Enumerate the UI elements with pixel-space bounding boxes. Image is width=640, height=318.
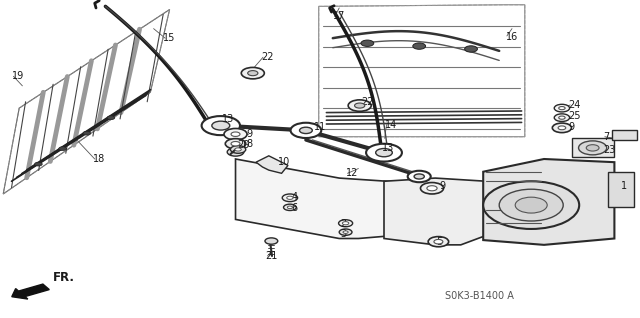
Text: 18: 18 — [93, 154, 105, 164]
Circle shape — [282, 194, 298, 202]
Text: S0K3-B1400 A: S0K3-B1400 A — [445, 291, 514, 301]
Text: 9: 9 — [246, 128, 253, 139]
Circle shape — [287, 196, 293, 199]
Circle shape — [342, 222, 349, 225]
Text: 10: 10 — [278, 157, 291, 167]
Circle shape — [559, 107, 565, 110]
Circle shape — [202, 116, 240, 135]
Text: 5: 5 — [436, 237, 442, 247]
Circle shape — [420, 183, 444, 194]
Circle shape — [558, 126, 566, 130]
Text: 3: 3 — [340, 229, 346, 239]
Text: 9: 9 — [568, 122, 575, 132]
Circle shape — [515, 197, 547, 213]
Circle shape — [287, 206, 292, 209]
Polygon shape — [608, 172, 634, 207]
Circle shape — [427, 186, 437, 191]
Text: 8: 8 — [246, 139, 253, 149]
FancyArrow shape — [12, 284, 49, 299]
Text: 13: 13 — [382, 143, 394, 153]
Text: 22: 22 — [261, 52, 274, 62]
Text: 21: 21 — [266, 251, 278, 261]
Circle shape — [227, 148, 244, 156]
Text: 11: 11 — [314, 122, 326, 132]
Text: 4: 4 — [291, 192, 298, 202]
Circle shape — [291, 123, 321, 138]
Circle shape — [408, 171, 431, 182]
Circle shape — [300, 127, 312, 134]
Circle shape — [414, 174, 424, 179]
Text: 14: 14 — [385, 120, 397, 130]
Circle shape — [499, 189, 563, 221]
Text: 13: 13 — [222, 114, 234, 124]
Circle shape — [212, 121, 230, 130]
Circle shape — [483, 181, 579, 229]
Circle shape — [366, 144, 402, 162]
Circle shape — [413, 43, 426, 49]
Polygon shape — [256, 156, 288, 173]
Circle shape — [107, 116, 115, 120]
Circle shape — [554, 104, 570, 112]
Text: 16: 16 — [506, 31, 518, 42]
Circle shape — [428, 237, 449, 247]
Text: 12: 12 — [346, 168, 358, 178]
Text: 2: 2 — [340, 219, 346, 229]
Text: 22: 22 — [362, 97, 374, 107]
Text: 19: 19 — [12, 71, 24, 81]
Text: FR.: FR. — [52, 271, 74, 284]
Circle shape — [224, 128, 247, 140]
Circle shape — [355, 103, 365, 108]
Circle shape — [348, 100, 371, 111]
Text: 25: 25 — [568, 111, 581, 121]
Circle shape — [241, 67, 264, 79]
Polygon shape — [236, 159, 435, 238]
Circle shape — [586, 145, 599, 151]
Circle shape — [265, 238, 278, 244]
Text: 24: 24 — [568, 100, 580, 110]
Polygon shape — [483, 159, 614, 245]
Circle shape — [59, 147, 67, 150]
Circle shape — [465, 46, 477, 52]
Circle shape — [552, 123, 572, 133]
Circle shape — [248, 71, 258, 76]
Circle shape — [339, 220, 353, 227]
Circle shape — [231, 132, 240, 136]
Text: 17: 17 — [333, 11, 345, 21]
Circle shape — [376, 149, 392, 157]
Text: 20: 20 — [237, 140, 249, 150]
Circle shape — [83, 131, 91, 135]
Text: 9: 9 — [439, 181, 445, 191]
Text: 23: 23 — [603, 145, 615, 156]
Circle shape — [339, 229, 352, 235]
Circle shape — [579, 141, 607, 155]
Circle shape — [343, 231, 348, 233]
Text: 1: 1 — [621, 181, 627, 191]
Circle shape — [559, 116, 565, 119]
Circle shape — [225, 139, 246, 149]
Text: 15: 15 — [163, 33, 175, 43]
Circle shape — [434, 239, 443, 244]
Text: 6: 6 — [291, 203, 298, 213]
Circle shape — [35, 162, 42, 166]
Circle shape — [554, 114, 570, 121]
Circle shape — [231, 142, 240, 146]
Circle shape — [284, 204, 296, 211]
Text: 7: 7 — [603, 132, 609, 142]
Circle shape — [235, 148, 241, 151]
Polygon shape — [384, 178, 486, 245]
Circle shape — [230, 146, 246, 153]
Circle shape — [361, 40, 374, 46]
Polygon shape — [572, 138, 614, 157]
Polygon shape — [612, 130, 637, 140]
